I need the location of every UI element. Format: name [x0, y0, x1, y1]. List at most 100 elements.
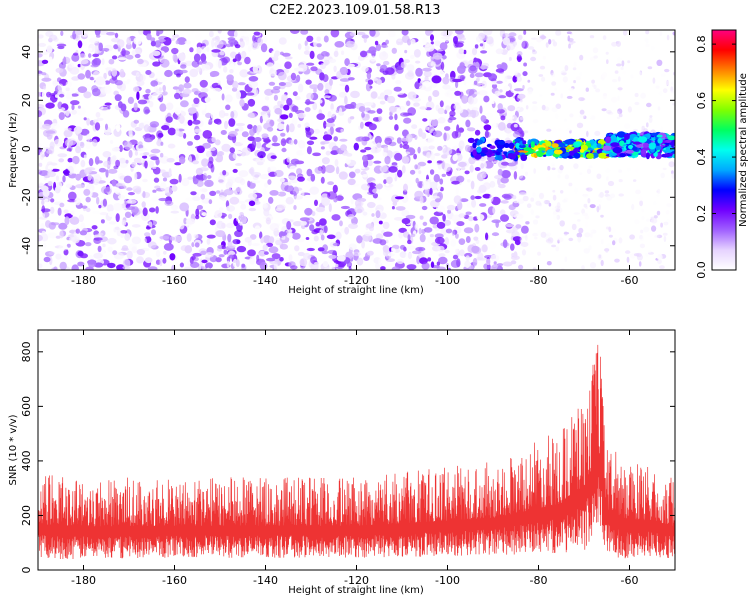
- spectrogram-cell: [71, 236, 80, 244]
- spectrogram-cell: [634, 101, 640, 106]
- spectrogram-cell: [209, 219, 216, 226]
- spectrogram-signal-cell: [551, 143, 559, 148]
- spectrogram-cell: [660, 172, 665, 179]
- spectrogram-cell: [179, 202, 190, 212]
- spectrogram-cell: [419, 196, 424, 204]
- spectrogram-cell: [383, 231, 393, 237]
- spectrogram-cell: [633, 266, 640, 270]
- spectrogram-cell: [508, 32, 517, 37]
- spectrogram-signal-cell: [657, 137, 663, 144]
- spectrogram-cell: [517, 217, 524, 223]
- spectrogram-cell: [309, 186, 320, 195]
- spectrogram-cell: [94, 122, 101, 131]
- spectrogram-cell: [617, 87, 623, 91]
- spectrogram-cell: [430, 61, 436, 67]
- spectrogram-cell: [583, 203, 588, 208]
- spectrogram-cell: [235, 213, 241, 222]
- spectrogram-cell: [649, 115, 653, 118]
- spectrogram-cell: [440, 226, 448, 236]
- spectrogram-cell: [380, 44, 389, 49]
- spectrogram-cell: [481, 80, 487, 89]
- spectrogram-cell: [58, 222, 68, 230]
- spectrogram-signal-cell: [564, 139, 574, 145]
- spectrogram-cell: [401, 30, 409, 36]
- spectrogram-cell: [288, 139, 294, 145]
- spectrogram-cell: [532, 219, 539, 225]
- spectrogram-cell: [428, 145, 435, 150]
- spectrogram-cell: [274, 107, 283, 115]
- spectrogram-signal-cell: [643, 142, 649, 148]
- spectrogram-cell: [41, 205, 46, 214]
- spectrogram-cell: [474, 72, 484, 78]
- spectrogram-cell: [92, 139, 98, 147]
- spectrogram-cell: [149, 101, 154, 108]
- spectrogram-y-tick-label: 40: [20, 45, 33, 59]
- spectrogram-cell: [367, 110, 376, 114]
- spectrogram-cell: [67, 157, 73, 163]
- spectrogram-cell: [115, 123, 121, 132]
- spectrogram-cell: [142, 155, 148, 159]
- spectrogram-cell: [435, 205, 446, 213]
- spectrogram-cell: [522, 71, 528, 77]
- spectrogram-cell: [574, 187, 578, 194]
- spectrogram-cell: [522, 195, 529, 202]
- spectrogram-cell: [657, 188, 661, 194]
- spectrogram-cell: [99, 212, 108, 216]
- spectrogram-signal-cell: [574, 141, 582, 146]
- spectrogram-cell: [494, 90, 501, 96]
- spectrogram-cell: [465, 119, 471, 128]
- spectrogram-x-axis: -180 -160 -140 -120 -100 -80 -60: [71, 30, 638, 287]
- spectrogram-cell: [602, 35, 607, 40]
- spectrogram-cell: [217, 80, 221, 86]
- spectrogram-cell: [158, 197, 168, 202]
- spectrogram-cell: [407, 91, 417, 100]
- spectrogram-cell: [551, 81, 557, 86]
- spectrogram-cell: [598, 193, 603, 198]
- spectrogram-cell: [284, 61, 292, 69]
- spectrogram-cell: [58, 93, 65, 98]
- spectrogram-cell: [275, 239, 282, 246]
- spectrogram-cell: [290, 265, 298, 270]
- spectrogram-x-tick-label: -80: [530, 274, 548, 287]
- spectrogram-cell: [303, 50, 311, 55]
- spectrogram-cell: [623, 45, 629, 49]
- spectrogram-cell: [268, 246, 279, 254]
- spectrogram-cell: [354, 199, 362, 208]
- spectrogram-cell: [162, 257, 167, 264]
- spectrogram-cell: [334, 159, 339, 167]
- spectrogram-cell: [116, 264, 126, 270]
- spectrogram-cell: [44, 198, 49, 203]
- spectrogram-cell: [432, 90, 440, 97]
- spectrogram-cell: [104, 80, 111, 85]
- spectrogram-cell: [293, 195, 303, 200]
- spectrogram-cell: [367, 201, 376, 209]
- spectrogram-cell: [519, 105, 522, 108]
- spectrogram-cell: [254, 137, 262, 142]
- spectrogram-cell: [520, 162, 524, 170]
- spectrogram-cell: [38, 234, 43, 242]
- spectrogram-cell: [111, 147, 121, 152]
- spectrogram-cell: [218, 254, 225, 258]
- spectrogram-cell: [59, 261, 67, 270]
- spectrogram-cell: [235, 53, 242, 62]
- spectrogram-cell: [227, 244, 236, 249]
- spectrogram-cell: [618, 193, 624, 197]
- spectrogram-cell: [547, 241, 551, 245]
- spectrogram-cell: [379, 165, 388, 173]
- spectrogram-cell: [391, 47, 397, 54]
- spectrogram-cell: [548, 202, 552, 207]
- chart-title: C2E2.2023.109.01.58.R13: [269, 3, 440, 18]
- spectrogram-cell: [434, 40, 441, 47]
- spectrogram-cell: [184, 266, 194, 270]
- spectrogram-cell: [531, 105, 538, 112]
- spectrogram-cell: [418, 182, 423, 188]
- spectrogram-cell: [622, 70, 627, 75]
- spectrogram-signal-cell: [508, 142, 515, 149]
- spectrogram-cell: [519, 237, 523, 243]
- spectrogram-cell: [502, 37, 511, 46]
- spectrogram-cell: [126, 187, 133, 191]
- spectrogram-cell: [587, 198, 591, 204]
- spectrogram-cell: [312, 152, 321, 157]
- spectrogram-cell: [631, 203, 635, 211]
- spectrogram-cell: [507, 116, 515, 120]
